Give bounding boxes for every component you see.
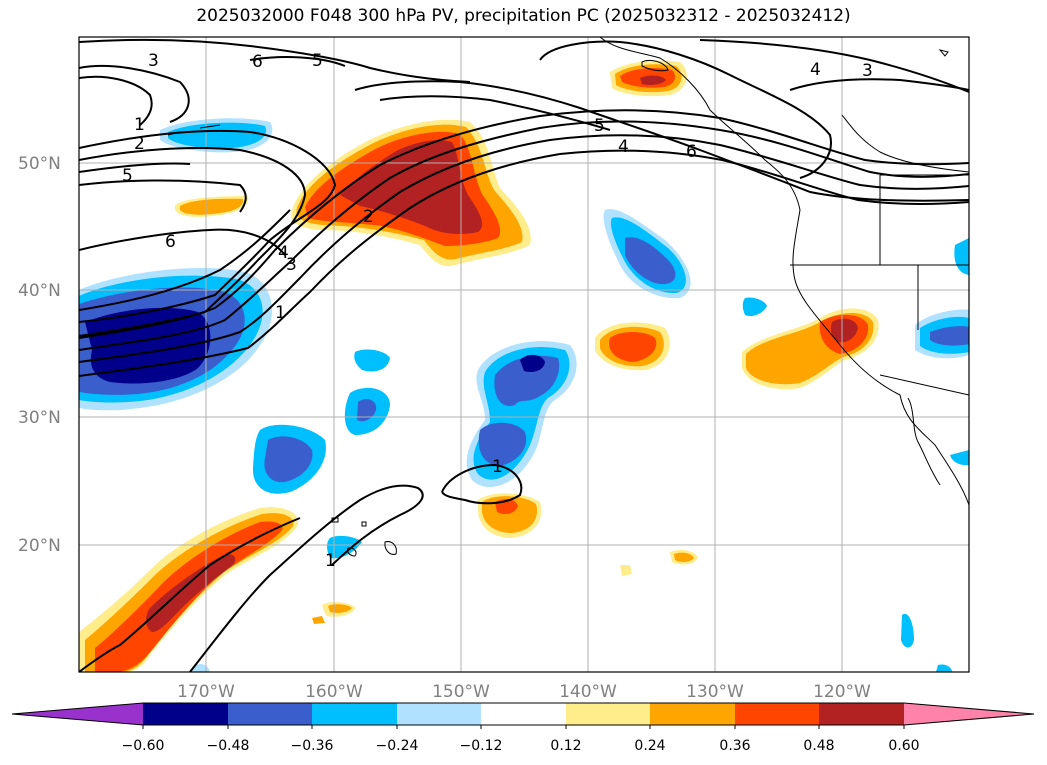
pv-contours <box>79 38 969 672</box>
lat-tick-label: 50°N <box>18 154 61 174</box>
contour-label: 2 <box>363 207 374 227</box>
lon-tick-label: 150°W <box>432 682 490 702</box>
contour-label: 1 <box>134 115 145 135</box>
contour-label: 1 <box>492 457 503 477</box>
contour-label: 1 <box>325 551 336 571</box>
contour-label: 6 <box>165 232 176 252</box>
precip-shading <box>79 60 969 672</box>
colorbar-segment <box>566 703 650 725</box>
lat-tick-label: 40°N <box>18 281 61 301</box>
contour-labels: 3 6 5 1 2 5 6 4 3 1 2 5 4 6 4 3 1 1 <box>122 51 873 571</box>
map-area: 3 6 5 1 2 5 6 4 3 1 2 5 4 6 4 3 1 1 <box>79 37 969 672</box>
colorbar-segment <box>735 703 819 725</box>
contour-label: 6 <box>252 52 263 72</box>
colorbar-segment <box>228 703 312 725</box>
colorbar-max-extend <box>904 703 1034 725</box>
contour-label: 4 <box>810 60 821 80</box>
lat-tick-label: 30°N <box>18 408 61 428</box>
contour-label: 1 <box>275 303 286 323</box>
colorbar-segment <box>481 703 566 725</box>
colorbar-segment <box>650 703 735 725</box>
colorbar-segment <box>143 703 228 725</box>
lon-tick-label: 120°W <box>813 682 871 702</box>
contour-label: 2 <box>134 134 145 154</box>
contour-label: 5 <box>122 166 133 186</box>
lon-tick-label: 160°W <box>305 682 363 702</box>
colorbar-label: 0.24 <box>634 738 665 754</box>
colorbar-label: −0.24 <box>376 738 419 754</box>
colorbar-label: 0.48 <box>803 738 834 754</box>
lon-tick-label: 130°W <box>686 682 744 702</box>
lat-axis-labels: 50°N 40°N 30°N 20°N <box>18 154 61 556</box>
lon-tick-label: 170°W <box>177 682 235 702</box>
colorbar-min-extend <box>12 703 143 725</box>
contour-label: 6 <box>686 142 697 162</box>
graticule <box>79 37 969 672</box>
colorbar: −0.60 −0.48 −0.36 −0.24 −0.12 0.12 0.24 … <box>11 702 1035 754</box>
colorbar-label: −0.48 <box>207 738 250 754</box>
contour-label: 4 <box>278 243 289 263</box>
map-frame <box>78 36 970 673</box>
lat-tick-label: 20°N <box>18 536 61 556</box>
colorbar-segment <box>312 703 397 725</box>
colorbar-label: 0.60 <box>888 738 919 754</box>
contour-label: 3 <box>862 61 873 81</box>
contour-label: 5 <box>594 116 605 136</box>
contour-label: 4 <box>618 137 629 157</box>
contour-label: 5 <box>312 51 323 71</box>
colorbar-segment <box>397 703 481 725</box>
lon-tick-label: 140°W <box>559 682 617 702</box>
contour-label: 3 <box>286 255 297 275</box>
lon-axis-labels: 170°W 160°W 150°W 140°W 130°W 120°W <box>177 682 871 702</box>
colorbar-segment <box>819 703 904 725</box>
colorbar-label: −0.60 <box>122 738 165 754</box>
map-title: 2025032000 F048 300 hPa PV, precipitatio… <box>196 6 851 26</box>
colorbar-label: 0.36 <box>719 738 750 754</box>
colorbar-label: 0.12 <box>550 738 581 754</box>
colorbar-label: −0.36 <box>291 738 334 754</box>
contour-label: 3 <box>148 51 159 71</box>
colorbar-label: −0.12 <box>460 738 503 754</box>
